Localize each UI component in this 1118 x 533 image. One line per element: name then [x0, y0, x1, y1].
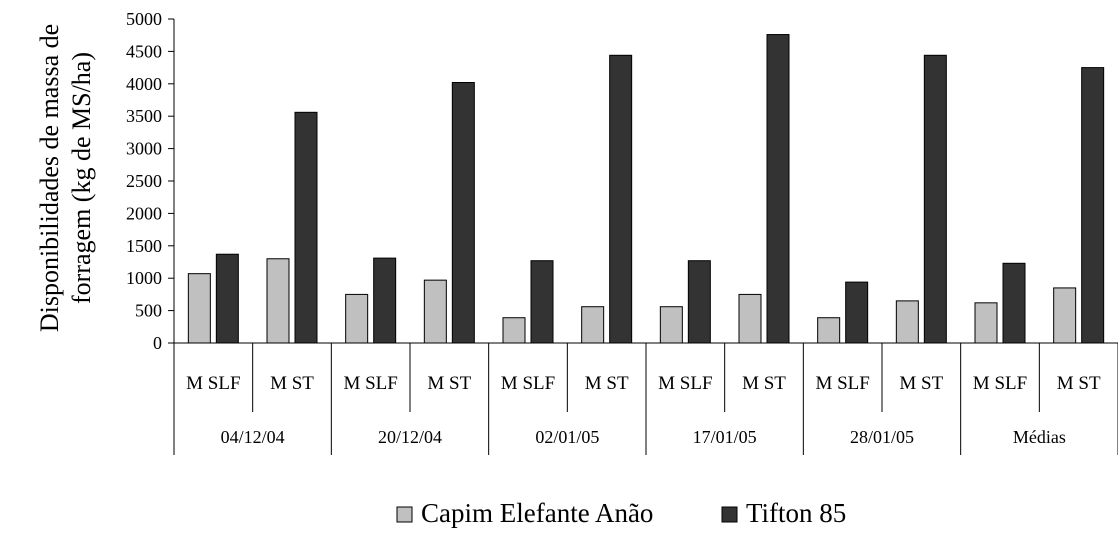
y-axis: 0 500 1000 1500 2000 2500 3000 3500 4000 4500 5000 — [126, 9, 175, 353]
bar-tifton — [530, 260, 554, 344]
bar-capim — [502, 317, 526, 344]
bar-tifton — [609, 54, 633, 344]
x-axis: M SLF M ST M SLF M ST M SLF M ST M SLF M ST M SL… — [173, 342, 1118, 455]
x-tick-label: M SLF — [815, 373, 869, 394]
x-tick-label: M ST — [899, 373, 943, 394]
bar-capim — [266, 258, 290, 344]
x-tick-label: M ST — [270, 373, 314, 394]
bar-tifton — [923, 54, 947, 344]
y-tick-label: 2500 — [126, 171, 162, 191]
legend-label: Tifton 85 — [746, 498, 846, 528]
y-tick-label: 0 — [153, 333, 162, 353]
y-tick-label: 3500 — [126, 106, 162, 126]
x-tick-label: M ST — [585, 373, 629, 394]
x-group-label: 20/12/04 — [378, 427, 442, 447]
bar-capim — [423, 279, 447, 344]
y-tick-label: 500 — [135, 301, 162, 321]
x-tick-label: M SLF — [186, 373, 240, 394]
bars — [187, 34, 1105, 344]
x-tick-label: M SLF — [658, 373, 712, 394]
x-tick-label: M ST — [427, 373, 471, 394]
legend-swatch — [396, 506, 413, 523]
x-tick-label: M SLF — [343, 373, 397, 394]
x-tick-label: M SLF — [973, 373, 1027, 394]
bar-capim — [659, 306, 683, 344]
bar-tifton — [373, 257, 397, 344]
bar-tifton — [294, 111, 318, 344]
x-tick-label: M ST — [1057, 373, 1101, 394]
y-tick-label: 5000 — [126, 9, 162, 29]
x-group-label: Médias — [1013, 427, 1066, 447]
bar-capim — [345, 293, 369, 344]
y-tick-label: 2000 — [126, 203, 162, 223]
bar-tifton — [766, 34, 790, 344]
y-tick-label: 4000 — [126, 74, 162, 94]
legend-swatch — [721, 506, 738, 523]
legend-label: Capim Elefante Anão — [421, 498, 653, 528]
x-group-label: 02/01/05 — [535, 427, 599, 447]
bar-tifton — [451, 82, 475, 344]
legend: Capim Elefante Anão Tifton 85 — [396, 498, 846, 528]
x-tick-label: M SLF — [501, 373, 555, 394]
x-tick-label: M ST — [742, 373, 786, 394]
bar-capim — [187, 273, 211, 344]
y-tick-label: 1500 — [126, 236, 162, 256]
y-axis-title-line-2: forragem (kg de MS/ha) — [67, 52, 96, 304]
y-axis-title-line-1: Disponibilidades de massa de — [35, 24, 64, 332]
x-group-label: 17/01/05 — [693, 427, 757, 447]
bar-capim — [1053, 287, 1077, 344]
bar-tifton — [215, 253, 239, 344]
y-tick-label: 4500 — [126, 41, 162, 61]
bar-capim — [895, 300, 919, 344]
bar-tifton — [687, 260, 711, 344]
bar-capim — [817, 317, 841, 344]
x-group-label: 04/12/04 — [221, 427, 285, 447]
bar-capim — [974, 302, 998, 344]
bar-capim — [581, 306, 605, 344]
y-axis-title: Disponibilidades de massa de forragem (k… — [35, 24, 96, 332]
y-tick-label: 1000 — [126, 268, 162, 288]
x-group-label: 28/01/05 — [850, 427, 914, 447]
y-tick-label: 3000 — [126, 139, 162, 159]
bar-tifton — [1081, 67, 1105, 344]
bar-capim — [738, 293, 762, 344]
bar-tifton — [1002, 262, 1026, 344]
bar-tifton — [845, 281, 869, 344]
